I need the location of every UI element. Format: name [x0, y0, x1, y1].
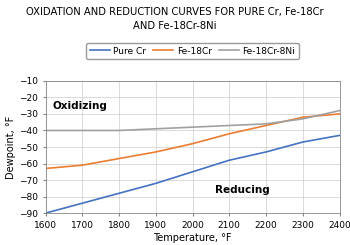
Text: Oxidizing: Oxidizing — [52, 101, 107, 111]
Pure Cr — [337, 134, 342, 137]
Legend: Pure Cr, Fe-18Cr, Fe-18Cr-8Ni: Pure Cr, Fe-18Cr, Fe-18Cr-8Ni — [86, 43, 299, 59]
Pure Cr — [117, 192, 121, 195]
Text: OXIDATION AND REDUCTION CURVES FOR PURE Cr, Fe-18Cr
AND Fe-18Cr-8Ni: OXIDATION AND REDUCTION CURVES FOR PURE … — [26, 7, 324, 31]
Fe-18Cr-8Ni — [301, 117, 305, 120]
Y-axis label: Dewpoint, °F: Dewpoint, °F — [6, 115, 16, 179]
Fe-18Cr — [337, 112, 342, 115]
Pure Cr — [190, 170, 195, 173]
Line: Fe-18Cr: Fe-18Cr — [46, 114, 340, 169]
Pure Cr — [227, 159, 231, 162]
Line: Fe-18Cr-8Ni: Fe-18Cr-8Ni — [46, 111, 340, 130]
Fe-18Cr-8Ni — [337, 109, 342, 112]
Fe-18Cr — [154, 150, 158, 153]
Fe-18Cr-8Ni — [154, 127, 158, 130]
Fe-18Cr — [117, 157, 121, 160]
X-axis label: Temperature, °F: Temperature, °F — [153, 233, 232, 243]
Fe-18Cr — [190, 142, 195, 145]
Line: Pure Cr: Pure Cr — [46, 135, 340, 213]
Fe-18Cr-8Ni — [227, 124, 231, 127]
Fe-18Cr — [301, 116, 305, 119]
Fe-18Cr — [43, 167, 48, 170]
Fe-18Cr — [227, 132, 231, 135]
Pure Cr — [43, 212, 48, 215]
Fe-18Cr-8Ni — [117, 129, 121, 132]
Pure Cr — [80, 202, 84, 205]
Fe-18Cr-8Ni — [80, 129, 84, 132]
Fe-18Cr — [80, 164, 84, 167]
Fe-18Cr — [264, 124, 268, 127]
Fe-18Cr-8Ni — [190, 126, 195, 129]
Fe-18Cr-8Ni — [43, 129, 48, 132]
Text: Reducing: Reducing — [215, 185, 269, 195]
Pure Cr — [301, 141, 305, 144]
Fe-18Cr-8Ni — [264, 122, 268, 125]
Pure Cr — [154, 182, 158, 185]
Pure Cr — [264, 150, 268, 153]
